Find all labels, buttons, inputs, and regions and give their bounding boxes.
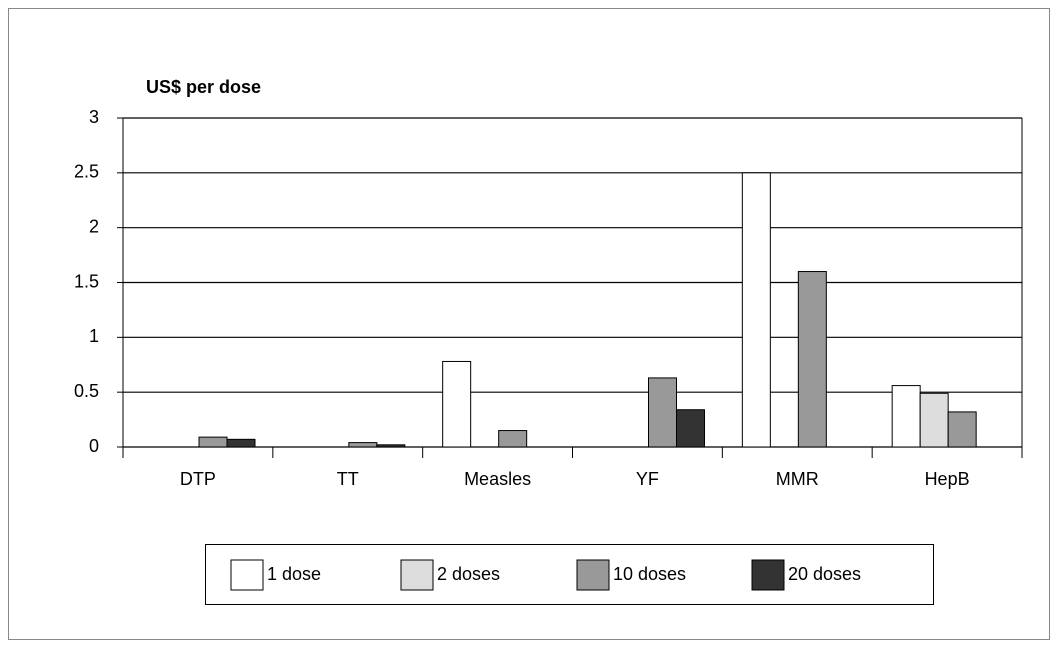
x-tick-label: YF bbox=[636, 469, 659, 489]
bar bbox=[198, 436, 228, 448]
bar bbox=[947, 411, 977, 448]
x-tick-label: MMR bbox=[776, 469, 819, 489]
y-tick-label: 1 bbox=[89, 326, 99, 346]
legend-swatch bbox=[230, 559, 264, 591]
x-tick-label: DTP bbox=[180, 469, 216, 489]
y-tick-label: 0 bbox=[89, 436, 99, 456]
y-tick-label: 0.5 bbox=[74, 381, 99, 401]
bar bbox=[741, 172, 771, 448]
legend-swatch bbox=[400, 559, 434, 591]
bar bbox=[919, 392, 949, 448]
bar bbox=[348, 442, 378, 448]
y-tick-label: 2.5 bbox=[74, 162, 99, 182]
legend-label: 1 dose bbox=[267, 564, 321, 584]
y-tick-label: 3 bbox=[89, 107, 99, 127]
bar bbox=[442, 360, 472, 448]
y-tick-label: 1.5 bbox=[74, 271, 99, 291]
bar bbox=[797, 271, 827, 448]
legend-swatch bbox=[751, 559, 785, 591]
x-tick-label: TT bbox=[337, 469, 359, 489]
legend-label: 20 doses bbox=[788, 564, 861, 584]
x-tick-label: HepB bbox=[925, 469, 970, 489]
y-tick-label: 2 bbox=[89, 216, 99, 236]
bar bbox=[648, 377, 677, 448]
bar bbox=[891, 385, 921, 448]
bar bbox=[226, 438, 256, 448]
bar bbox=[498, 430, 528, 448]
x-tick-label: Measles bbox=[464, 469, 531, 489]
legend-swatch bbox=[576, 559, 610, 591]
chart-frame bbox=[8, 8, 1050, 640]
legend-label: 2 doses bbox=[437, 564, 500, 584]
y-axis-label: US$ per dose bbox=[146, 77, 261, 97]
bar bbox=[676, 409, 705, 448]
bar bbox=[376, 444, 406, 448]
legend-box bbox=[205, 544, 934, 605]
legend-label: 10 doses bbox=[613, 564, 686, 584]
